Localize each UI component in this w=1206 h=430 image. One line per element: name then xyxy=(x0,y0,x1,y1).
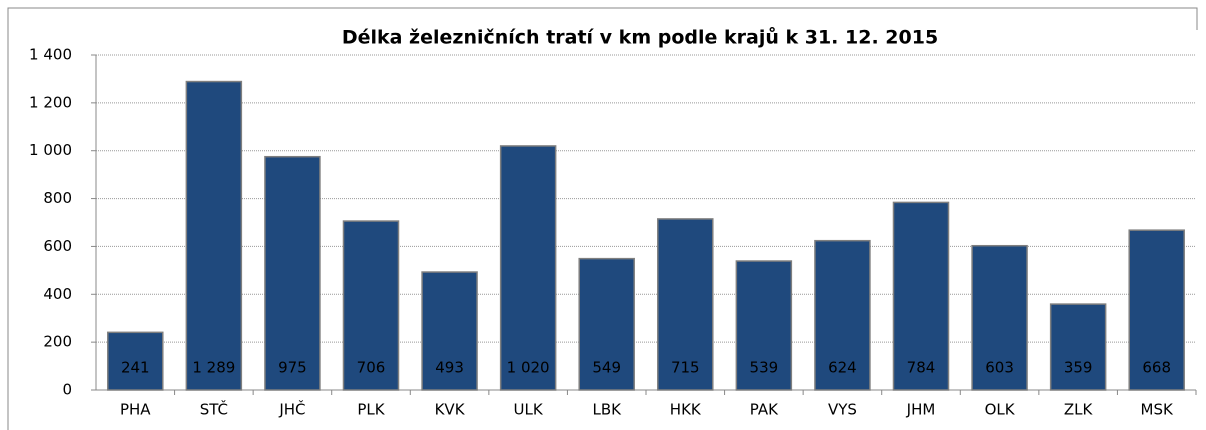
x-tick-label: JHČ xyxy=(278,400,305,419)
value-label: 668 xyxy=(1142,359,1171,377)
x-tick-label: MSK xyxy=(1141,401,1174,419)
y-tick-label: 1 200 xyxy=(29,93,72,111)
value-label: 539 xyxy=(750,359,779,377)
value-label: 493 xyxy=(435,359,464,377)
y-tick-label: 600 xyxy=(43,237,72,255)
x-tick-label: KVK xyxy=(435,401,466,419)
x-tick-label: STČ xyxy=(200,400,228,419)
x-tick-label: ULK xyxy=(514,401,544,419)
x-tick-label: PHA xyxy=(120,401,151,419)
value-label: 1 020 xyxy=(507,359,550,377)
x-tick-label: PAK xyxy=(750,401,779,419)
value-label: 241 xyxy=(121,359,150,377)
bar xyxy=(814,239,871,391)
x-tick-label: ZLK xyxy=(1064,401,1094,419)
y-tick-label: 1 000 xyxy=(29,141,72,159)
y-tick-label: 1 400 xyxy=(29,46,72,64)
bar xyxy=(185,80,243,391)
y-tick-label: 0 xyxy=(62,381,72,399)
value-label: 359 xyxy=(1064,359,1093,377)
bar xyxy=(264,155,321,391)
value-label: 706 xyxy=(357,359,386,377)
value-label: 549 xyxy=(592,359,621,377)
bar xyxy=(971,244,1028,391)
x-tick-label: PLK xyxy=(357,401,385,419)
value-label: 1 289 xyxy=(192,359,235,377)
value-label: 784 xyxy=(907,359,936,377)
bar xyxy=(107,331,164,391)
bar xyxy=(421,271,478,391)
value-label: 715 xyxy=(671,359,700,377)
bar xyxy=(1128,229,1185,391)
bar xyxy=(499,145,557,391)
value-label: 975 xyxy=(278,359,307,377)
y-tick-label: 400 xyxy=(43,285,72,303)
bar xyxy=(892,201,950,391)
x-tick-label: LBK xyxy=(592,401,622,419)
x-tick-label: JHM xyxy=(906,401,936,419)
chart-frame xyxy=(7,7,1198,430)
bar xyxy=(1049,303,1107,391)
x-tick-label: VYS xyxy=(828,401,857,419)
value-label: 603 xyxy=(985,359,1014,377)
x-tick-label: OLK xyxy=(985,401,1016,419)
bar xyxy=(342,220,400,391)
bar xyxy=(657,218,714,391)
chart-title: Délka železničních tratí v km podle kraj… xyxy=(342,26,938,49)
x-tick-label: HKK xyxy=(670,401,702,419)
bar xyxy=(578,257,635,391)
y-tick-label: 800 xyxy=(43,189,72,207)
value-label: 624 xyxy=(828,359,857,377)
y-tick-label: 200 xyxy=(43,333,72,351)
bar xyxy=(735,260,793,391)
